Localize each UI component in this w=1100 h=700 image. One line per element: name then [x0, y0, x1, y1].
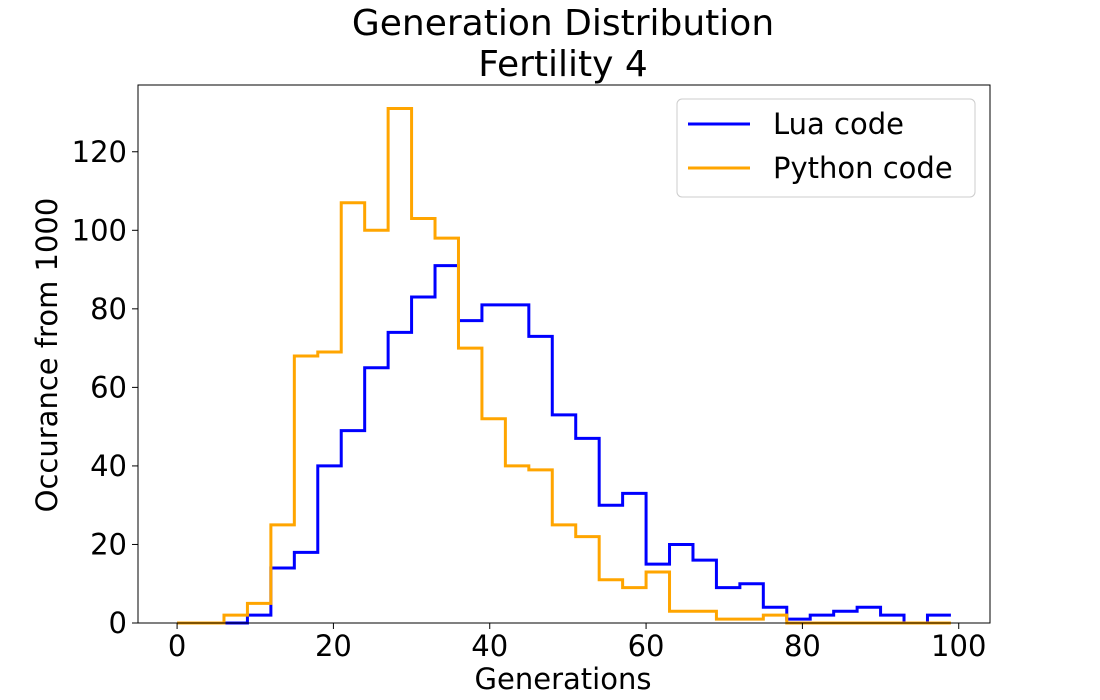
legend-label-lua: Lua code	[773, 107, 904, 141]
y-tick-label: 80	[90, 292, 127, 326]
chart-subtitle: Fertility 4	[478, 44, 648, 85]
y-axis-label: Occurance from 1000	[30, 198, 64, 513]
legend: Lua code Python code	[676, 98, 976, 198]
x-tick-label: 20	[315, 629, 352, 663]
x-tick-label: 60	[628, 629, 665, 663]
plot-frame	[137, 84, 991, 624]
plot-area	[177, 107, 951, 625]
y-axis: 0 20 40 60 80 100 120	[72, 135, 138, 640]
series-line-python	[177, 107, 951, 625]
x-axis: 0 20 40 60 80 100	[168, 623, 986, 663]
x-tick-label: 40	[471, 629, 508, 663]
y-tick-label: 40	[90, 449, 127, 483]
x-axis-label: Generations	[475, 662, 652, 696]
legend-label-python: Python code	[773, 151, 953, 185]
y-tick-label: 120	[72, 135, 127, 169]
y-tick-label: 100	[72, 213, 127, 247]
x-tick-label: 0	[168, 629, 186, 663]
y-tick-label: 20	[90, 527, 127, 561]
x-tick-label: 80	[784, 629, 821, 663]
y-tick-label: 60	[90, 370, 127, 404]
legend-box	[676, 98, 976, 198]
series-line-lua	[177, 264, 951, 625]
y-tick-label: 0	[109, 606, 127, 640]
x-tick-label: 100	[931, 629, 986, 663]
chart-title: Generation Distribution	[352, 3, 774, 44]
